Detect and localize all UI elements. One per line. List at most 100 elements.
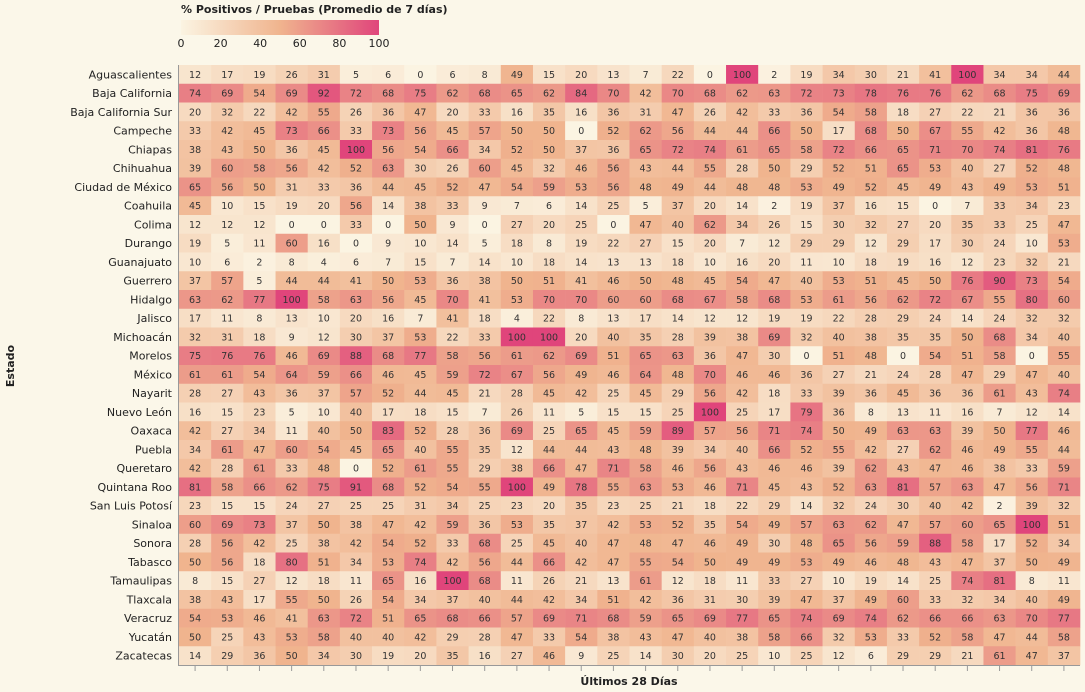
cell-value-label: 15 bbox=[221, 501, 233, 512]
heatmap-cell bbox=[919, 590, 952, 610]
heatmap-cell bbox=[307, 65, 341, 85]
cell-value-label: 44 bbox=[575, 445, 587, 456]
cell-value-label: 49 bbox=[575, 370, 587, 381]
heatmap-cell bbox=[211, 627, 244, 647]
heatmap-cell bbox=[275, 215, 309, 235]
heatmap-cell bbox=[629, 646, 662, 666]
cell-value-label: 34 bbox=[446, 501, 458, 512]
cell-value-label: 40 bbox=[1058, 332, 1070, 343]
heatmap-cell bbox=[822, 458, 856, 478]
cell-value-label: 20 bbox=[704, 201, 716, 212]
cell-value-label: 44 bbox=[286, 276, 298, 287]
cell-value-label: 56 bbox=[543, 370, 555, 381]
heatmap-cell bbox=[886, 140, 920, 160]
cell-value-label: 43 bbox=[961, 182, 973, 193]
cell-value-label: 74 bbox=[414, 557, 426, 568]
heatmap-cell bbox=[211, 158, 244, 178]
cell-value-label: 51 bbox=[865, 164, 877, 175]
y-tick-label: Sinaloa bbox=[132, 518, 172, 531]
heatmap-cell bbox=[372, 177, 405, 197]
heatmap-cell bbox=[758, 365, 791, 385]
cell-value-label: 36 bbox=[833, 407, 845, 418]
cell-value-label: 16 bbox=[511, 107, 523, 118]
heatmap-cell bbox=[1015, 627, 1049, 647]
cell-value-label: 47 bbox=[640, 220, 652, 231]
cell-value-label: 17 bbox=[640, 314, 652, 325]
cell-value-label: 10 bbox=[833, 257, 845, 268]
heatmap-cell bbox=[275, 177, 309, 197]
heatmap-cell bbox=[500, 458, 534, 478]
cell-value-label: 55 bbox=[607, 482, 619, 493]
cell-value-label: 60 bbox=[897, 595, 909, 606]
heatmap-cell bbox=[500, 515, 534, 535]
cell-value-label: 14 bbox=[736, 201, 748, 212]
cell-value-label: 20 bbox=[929, 220, 941, 231]
heatmap-cell bbox=[597, 402, 630, 422]
heatmap-cell bbox=[243, 83, 276, 103]
cell-value-label: 45 bbox=[318, 145, 330, 156]
cell-value-label: 54 bbox=[253, 89, 265, 100]
cell-value-label: 44 bbox=[511, 595, 523, 606]
cell-value-label: 74 bbox=[189, 89, 201, 100]
cell-value-label: 61 bbox=[994, 651, 1006, 662]
cell-value-label: 50 bbox=[897, 126, 909, 137]
heatmap-cell bbox=[1047, 365, 1081, 385]
cell-value-label: 40 bbox=[575, 539, 587, 550]
heatmap-cell bbox=[339, 346, 373, 366]
cell-value-label: 68 bbox=[382, 351, 394, 362]
cell-value-label: 42 bbox=[286, 107, 298, 118]
heatmap-cell bbox=[726, 627, 759, 647]
cell-value-label: 28 bbox=[479, 632, 491, 643]
cell-value-label: 20 bbox=[446, 107, 458, 118]
heatmap-cell bbox=[854, 83, 888, 103]
cell-value-label: 40 bbox=[800, 276, 812, 287]
cell-value-label: 63 bbox=[640, 482, 652, 493]
cell-value-label: 55 bbox=[961, 126, 973, 137]
cell-value-label: 47 bbox=[575, 464, 587, 475]
heatmap-cell bbox=[886, 496, 920, 516]
y-tick-label: Colima bbox=[134, 218, 172, 231]
heatmap-cell bbox=[951, 233, 984, 253]
heatmap-cell bbox=[307, 121, 341, 141]
heatmap-cell bbox=[1015, 402, 1049, 422]
cell-value-label: 46 bbox=[286, 351, 298, 362]
cell-value-label: 8 bbox=[192, 576, 198, 587]
cell-value-label: 59 bbox=[640, 614, 652, 625]
cell-value-label: 12 bbox=[286, 576, 298, 587]
cell-value-label: 62 bbox=[961, 89, 973, 100]
heatmap-cell bbox=[1015, 290, 1049, 310]
cell-value-label: 62 bbox=[865, 520, 877, 531]
heatmap-cell bbox=[179, 290, 212, 310]
heatmap-cell bbox=[726, 496, 759, 516]
heatmap-cell bbox=[822, 571, 856, 591]
heatmap-cell bbox=[822, 83, 856, 103]
cell-value-label: 37 bbox=[672, 201, 684, 212]
heatmap-cell bbox=[532, 83, 566, 103]
heatmap-cell bbox=[532, 515, 566, 535]
cell-value-label: 56 bbox=[736, 426, 748, 437]
cell-value-label: 0 bbox=[417, 70, 423, 81]
cell-value-label: 9 bbox=[289, 332, 295, 343]
cell-value-label: 47 bbox=[607, 539, 619, 550]
cell-value-label: 52 bbox=[833, 482, 845, 493]
cell-value-label: 35 bbox=[929, 332, 941, 343]
heatmap-cell bbox=[1015, 365, 1049, 385]
heatmap-cell bbox=[436, 496, 469, 516]
cell-value-label: 40 bbox=[318, 426, 330, 437]
cell-value-label: 10 bbox=[833, 576, 845, 587]
cell-value-label: 47 bbox=[672, 539, 684, 550]
heatmap-cell bbox=[275, 65, 309, 85]
cell-value-label: 20 bbox=[704, 239, 716, 250]
heatmap-cell bbox=[822, 121, 856, 141]
heatmap-cell bbox=[919, 252, 952, 272]
heatmap-cell bbox=[1015, 308, 1049, 328]
cell-value-label: 65 bbox=[640, 351, 652, 362]
cell-value-label: 15 bbox=[446, 407, 458, 418]
heatmap-cell bbox=[629, 83, 662, 103]
y-tick-label: Nuevo León bbox=[107, 406, 172, 419]
heatmap-cell bbox=[565, 158, 598, 178]
cell-value-label: 73 bbox=[833, 89, 845, 100]
heatmap-cell bbox=[307, 383, 341, 403]
y-tick-label: Baja California bbox=[92, 87, 172, 100]
heatmap-cell bbox=[693, 402, 727, 422]
